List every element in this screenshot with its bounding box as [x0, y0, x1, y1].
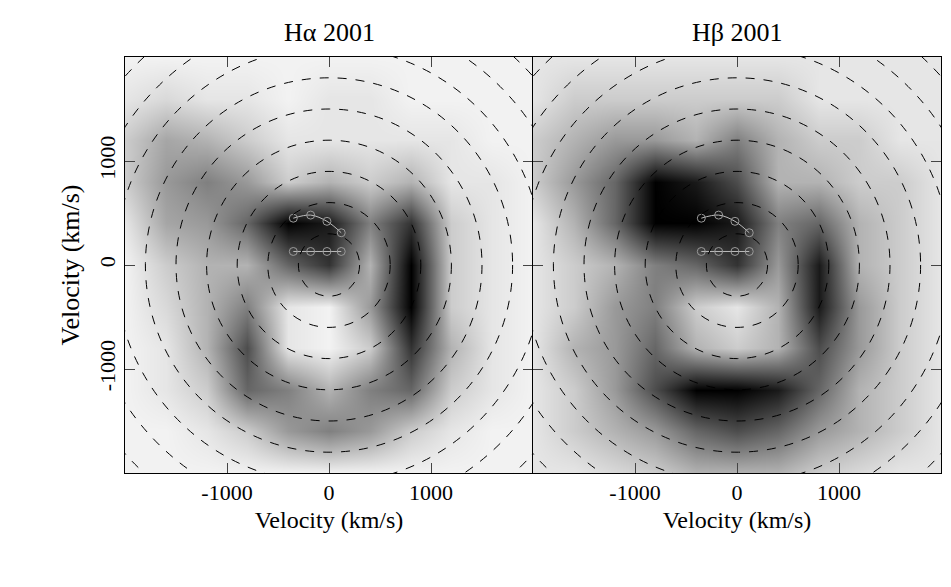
svg-text:1000: 1000	[817, 480, 861, 505]
svg-text:-1000: -1000	[201, 480, 252, 505]
svg-text:0: 0	[324, 480, 335, 505]
svg-text:1000: 1000	[409, 480, 453, 505]
svg-text:Velocity (km/s): Velocity (km/s)	[663, 507, 812, 533]
svg-text:0: 0	[95, 256, 120, 267]
svg-text:0: 0	[732, 480, 743, 505]
svg-text:Velocity (km/s): Velocity (km/s)	[255, 507, 404, 533]
svg-text:Hβ 2001: Hβ 2001	[692, 18, 783, 47]
svg-text:-1000: -1000	[609, 480, 660, 505]
svg-text:-1000: -1000	[95, 340, 120, 391]
svg-text:1000: 1000	[95, 136, 120, 180]
svg-text:Velocity (km/s): Velocity (km/s)	[56, 184, 85, 345]
svg-text:Hα 2001: Hα 2001	[284, 18, 375, 47]
